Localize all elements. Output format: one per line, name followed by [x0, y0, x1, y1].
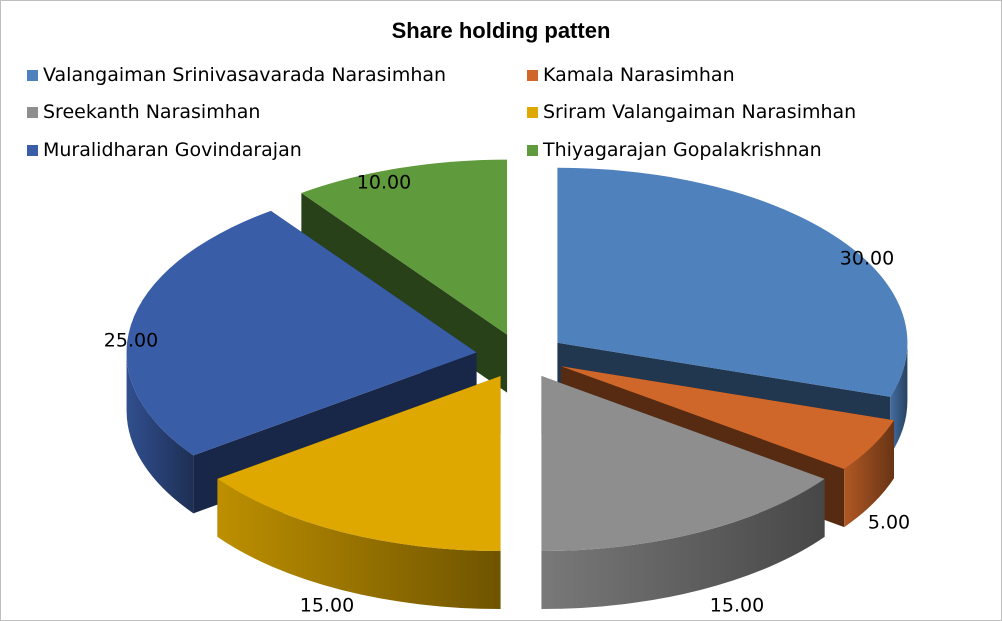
pie-slice-top-2	[541, 376, 825, 552]
pie-slice-edge-4	[126, 352, 194, 514]
pie-slice-top-1	[561, 366, 894, 470]
legend-swatch-2	[27, 106, 38, 118]
legend-swatch-1	[527, 69, 538, 81]
pie-slice-top-4	[126, 210, 477, 456]
legend-swatch-5	[527, 144, 538, 156]
pie-slices	[126, 159, 908, 610]
pie-slice-edge-3	[217, 478, 501, 610]
legend-label-3: Sriram Valangaiman Narasimhan	[543, 101, 857, 123]
legend-item-valangaiman-srinivasavarada-narasimhan: Valangaiman Srinivasavarada Narasimhan	[27, 64, 446, 86]
pie-slice-edge-1	[844, 420, 894, 528]
legend-item-sriram-valangaiman-narasimhan: Sriram Valangaiman Narasimhan	[527, 101, 856, 123]
data-label-3: 15.00	[300, 595, 354, 617]
legend-label-0: Valangaiman Srinivasavarada Narasimhan	[43, 64, 447, 86]
legend-item-thiyagarajan-gopalakrishnan: Thiyagarajan Gopalakrishnan	[527, 139, 822, 161]
pie-slice-2	[541, 376, 825, 610]
legend-item-muralidharan-govindarajan: Muralidharan Govindarajan	[27, 139, 302, 161]
data-label-5: 10.00	[357, 172, 411, 194]
legend-swatch-4	[27, 144, 38, 156]
legend-label-4: Muralidharan Govindarajan	[43, 139, 302, 161]
legend-label-5: Thiyagarajan Gopalakrishnan	[543, 139, 822, 161]
legend-label-2: Sreekanth Narasimhan	[43, 101, 261, 123]
data-label-0: 30.00	[840, 248, 894, 270]
legend-label-1: Kamala Narasimhan	[543, 64, 735, 86]
pie-slice-top-0	[557, 167, 908, 397]
pie-slice-edge-2	[541, 478, 825, 610]
data-label-2: 15.00	[710, 595, 764, 617]
legend-item-kamala-narasimhan: Kamala Narasimhan	[527, 64, 735, 86]
legend-swatch-0	[27, 69, 38, 81]
data-label-4: 25.00	[104, 330, 158, 352]
chart-title: Share holding patten	[391, 18, 611, 43]
legend-swatch-3	[527, 106, 538, 118]
pie-slice-top-3	[217, 376, 501, 552]
legend-item-sreekanth-narasimhan: Sreekanth Narasimhan	[27, 101, 260, 123]
pie-slice-edge-0	[890, 342, 908, 455]
data-label-1: 5.00	[868, 512, 910, 534]
pie-slice-top-5	[301, 159, 508, 335]
pie-slice-3	[217, 376, 501, 610]
